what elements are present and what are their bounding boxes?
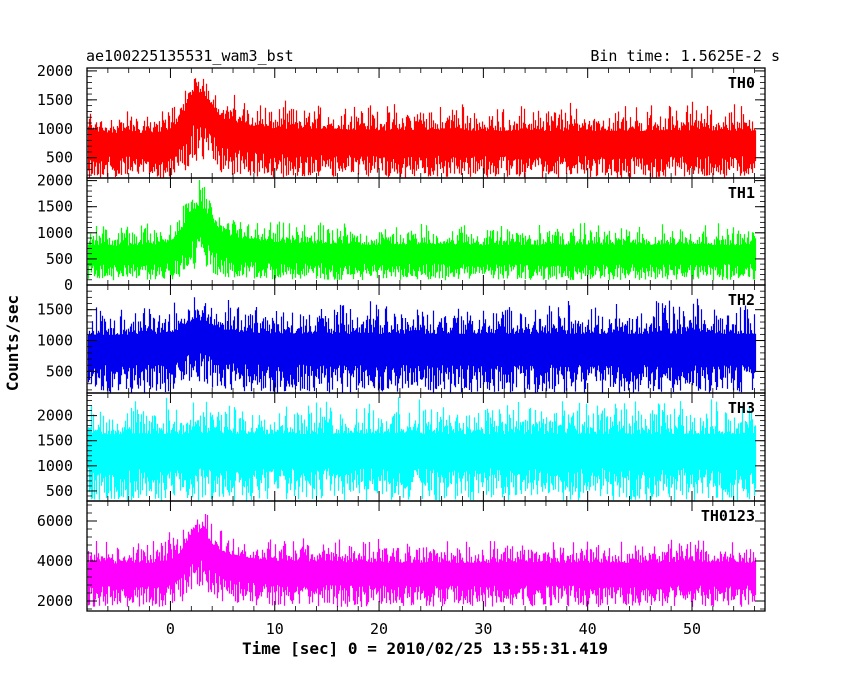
y-tick-label: 0	[64, 276, 73, 294]
panel-label: TH0	[728, 74, 755, 92]
y-tick-label: 1000	[37, 224, 73, 242]
x-tick-labels: 0 10 20 30 40 50	[166, 620, 701, 638]
x-tick-label: 10	[266, 620, 284, 638]
y-tick-label: 1500	[37, 301, 73, 319]
y-tick-label: 2000	[37, 407, 73, 425]
panel-th1: 0 500 1000 1500 2000 TH1	[37, 172, 766, 294]
y-tick-label: 500	[46, 250, 73, 268]
x-tick-label: 20	[370, 620, 388, 638]
panel-label: TH2	[728, 291, 755, 309]
panels-group: 500 1000 1500 2000 TH0 0 500 1000 1500 2000 TH1 500…	[37, 62, 766, 612]
x-axis-label: Time [sec] 0 = 2010/02/25 13:55:31.419	[242, 639, 608, 658]
x-tick-label: 40	[579, 620, 597, 638]
y-tick-label: 1500	[37, 91, 73, 109]
y-tick-label: 1500	[37, 198, 73, 216]
chart-title-right: Bin time: 1.5625E-2 s	[590, 47, 780, 65]
y-tick-label: 500	[46, 362, 73, 380]
panel-th0: 500 1000 1500 2000 TH0	[37, 62, 766, 179]
chart-title-left: ae100225135531_wam3_bst	[86, 47, 294, 65]
y-tick-label: 1000	[37, 120, 73, 138]
y-tick-label: 2000	[37, 592, 73, 610]
panel-frame	[86, 500, 766, 612]
panel-label: TH1	[728, 184, 755, 202]
x-tick-label: 50	[683, 620, 701, 638]
y-axis-label: Counts/sec	[3, 295, 22, 391]
y-tick-label: 1000	[37, 457, 73, 475]
series-th1	[87, 180, 757, 281]
series-th2	[87, 297, 757, 393]
y-tick-label: 2000	[37, 62, 73, 80]
y-tick-label: 500	[46, 482, 73, 500]
panel-th3: 500 1000 1500 2000 TH3	[37, 392, 766, 502]
panel-th0123: 2000 4000 6000 TH0123	[37, 500, 766, 612]
panel-label: TH0123	[701, 507, 755, 525]
y-tick-label: 1000	[37, 332, 73, 350]
y-tick-label: 4000	[37, 552, 73, 570]
y-tick-label: 500	[46, 149, 73, 167]
panel-label: TH3	[728, 399, 755, 417]
series-th0	[87, 78, 757, 178]
y-tick-label: 2000	[37, 172, 73, 190]
y-tick-label: 1500	[37, 432, 73, 450]
series-th3	[87, 397, 757, 501]
y-tick-label: 6000	[37, 512, 73, 530]
series-th0123	[87, 514, 757, 607]
panel-th2: 500 1000 1500 TH2	[37, 284, 766, 394]
x-tick-label: 0	[166, 620, 175, 638]
x-tick-label: 30	[474, 620, 492, 638]
